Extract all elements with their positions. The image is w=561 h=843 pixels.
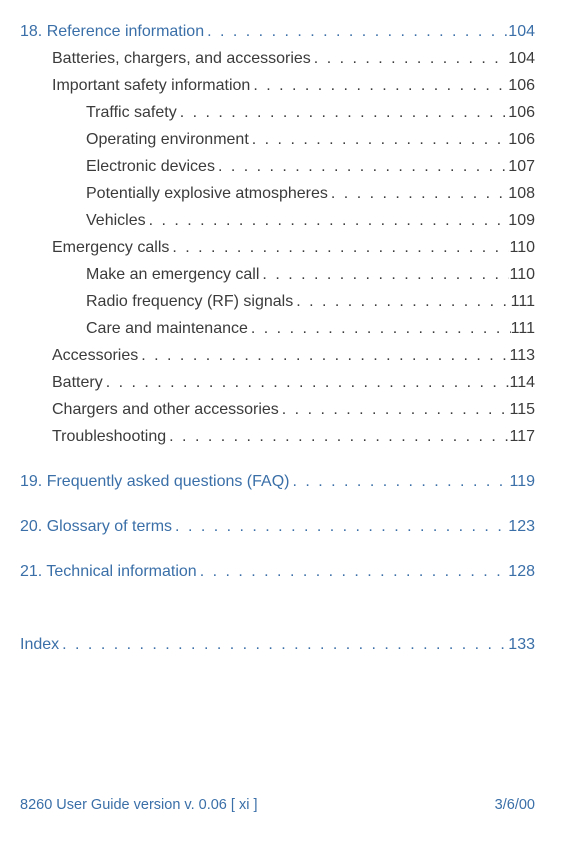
toc-entry-label: 19. Frequently asked questions (FAQ)	[20, 468, 289, 495]
page-footer: 8260 User Guide version v. 0.06 [ xi ] 3…	[20, 797, 535, 813]
toc-leader-dots	[146, 207, 509, 234]
toc-entry-label: Index	[20, 631, 59, 658]
toc-entry-page: 109	[508, 207, 535, 234]
toc-entry-page: 106	[508, 99, 535, 126]
toc-leader-dots	[138, 342, 509, 369]
toc-entry-label: Emergency calls	[52, 234, 169, 261]
footer-right: 3/6/00	[495, 797, 535, 813]
toc-entry[interactable]: Electronic devices 107	[20, 153, 535, 180]
toc-entry-page: 106	[508, 72, 535, 99]
toc-entry[interactable]: Make an emergency call 110	[20, 261, 535, 288]
toc-entry[interactable]: Index 133	[20, 631, 535, 658]
toc-entry[interactable]: Care and maintenance 111	[20, 315, 535, 342]
toc-entry-label: Electronic devices	[86, 153, 215, 180]
toc-entry-label: Batteries, chargers, and accessories	[52, 45, 311, 72]
toc-leader-dots	[249, 126, 509, 153]
toc-leader-dots	[250, 72, 508, 99]
toc-entry-page: 111	[511, 288, 535, 315]
toc-leader-dots	[197, 558, 509, 585]
toc-entry-label: Vehicles	[86, 207, 146, 234]
toc-leader-dots	[204, 18, 508, 45]
toc-entry[interactable]: Chargers and other accessories 115	[20, 396, 535, 423]
toc-entry-label: 18. Reference information	[20, 18, 204, 45]
toc-entry-label: Traffic safety	[86, 99, 177, 126]
toc-leader-dots	[289, 468, 509, 495]
toc-entry-page: 123	[508, 513, 535, 540]
toc-leader-dots	[59, 631, 508, 658]
toc-leader-dots	[177, 99, 509, 126]
toc-entry-page: 133	[508, 631, 535, 658]
toc-entry-label: Troubleshooting	[52, 423, 166, 450]
toc-entry-label: Operating environment	[86, 126, 249, 153]
toc-entry[interactable]: Emergency calls 110	[20, 234, 535, 261]
toc-entry-page: 107	[508, 153, 535, 180]
toc-leader-dots	[172, 513, 508, 540]
toc-entry-label: 21. Technical information	[20, 558, 197, 585]
toc-leader-dots	[311, 45, 509, 72]
toc-entry[interactable]: Troubleshooting 117	[20, 423, 535, 450]
toc-entry-page: 115	[509, 396, 535, 423]
toc-entry[interactable]: 20. Glossary of terms 123	[20, 513, 535, 540]
toc-entry-label: Radio frequency (RF) signals	[86, 288, 293, 315]
toc-entry-label: Make an emergency call	[86, 261, 259, 288]
toc-entry[interactable]: Batteries, chargers, and accessories 104	[20, 45, 535, 72]
toc-leader-dots	[248, 315, 511, 342]
toc-entry[interactable]: Important safety information 106	[20, 72, 535, 99]
toc-entry-page: 111	[511, 315, 535, 342]
toc-entry-page: 117	[509, 423, 535, 450]
toc-leader-dots	[279, 396, 510, 423]
toc-entry-page: 128	[508, 558, 535, 585]
toc-entry[interactable]: Vehicles 109	[20, 207, 535, 234]
toc-entry[interactable]: Operating environment 106	[20, 126, 535, 153]
toc-entry-page: 110	[509, 234, 535, 261]
toc-entry-page: 108	[508, 180, 535, 207]
footer-left: 8260 User Guide version v. 0.06 [ xi ]	[20, 797, 258, 813]
toc-entry[interactable]: Accessories 113	[20, 342, 535, 369]
toc-entry-page: 119	[509, 468, 535, 495]
toc-entry[interactable]: Traffic safety 106	[20, 99, 535, 126]
toc-leader-dots	[215, 153, 508, 180]
toc-entry-page: 104	[508, 45, 535, 72]
toc-leader-dots	[328, 180, 508, 207]
toc-leader-dots	[169, 234, 509, 261]
toc-entry-label: Battery	[52, 369, 103, 396]
toc-entry-page: 113	[509, 342, 535, 369]
toc-entry-page: 110	[509, 261, 535, 288]
toc-entry-label: Accessories	[52, 342, 138, 369]
toc-entry-label: Potentially explosive atmospheres	[86, 180, 328, 207]
toc-entry-label: Important safety information	[52, 72, 250, 99]
toc-entry[interactable]: Radio frequency (RF) signals 111	[20, 288, 535, 315]
toc-leader-dots	[293, 288, 510, 315]
toc-entry-label: Chargers and other accessories	[52, 396, 279, 423]
toc-entry[interactable]: Potentially explosive atmospheres 108	[20, 180, 535, 207]
toc-entry[interactable]: 19. Frequently asked questions (FAQ) 119	[20, 468, 535, 495]
toc-leader-dots	[103, 369, 510, 396]
toc-entry[interactable]: 18. Reference information 104	[20, 18, 535, 45]
toc-entry-page: 106	[508, 126, 535, 153]
toc-leader-dots	[259, 261, 509, 288]
toc-entry-page: 104	[508, 18, 535, 45]
toc-leader-dots	[166, 423, 509, 450]
table-of-contents: 18. Reference information104Batteries, c…	[20, 18, 535, 658]
toc-entry[interactable]: Battery 114	[20, 369, 535, 396]
toc-entry-label: 20. Glossary of terms	[20, 513, 172, 540]
toc-entry-page: 114	[509, 369, 535, 396]
toc-entry[interactable]: 21. Technical information 128	[20, 558, 535, 585]
toc-entry-label: Care and maintenance	[86, 315, 248, 342]
